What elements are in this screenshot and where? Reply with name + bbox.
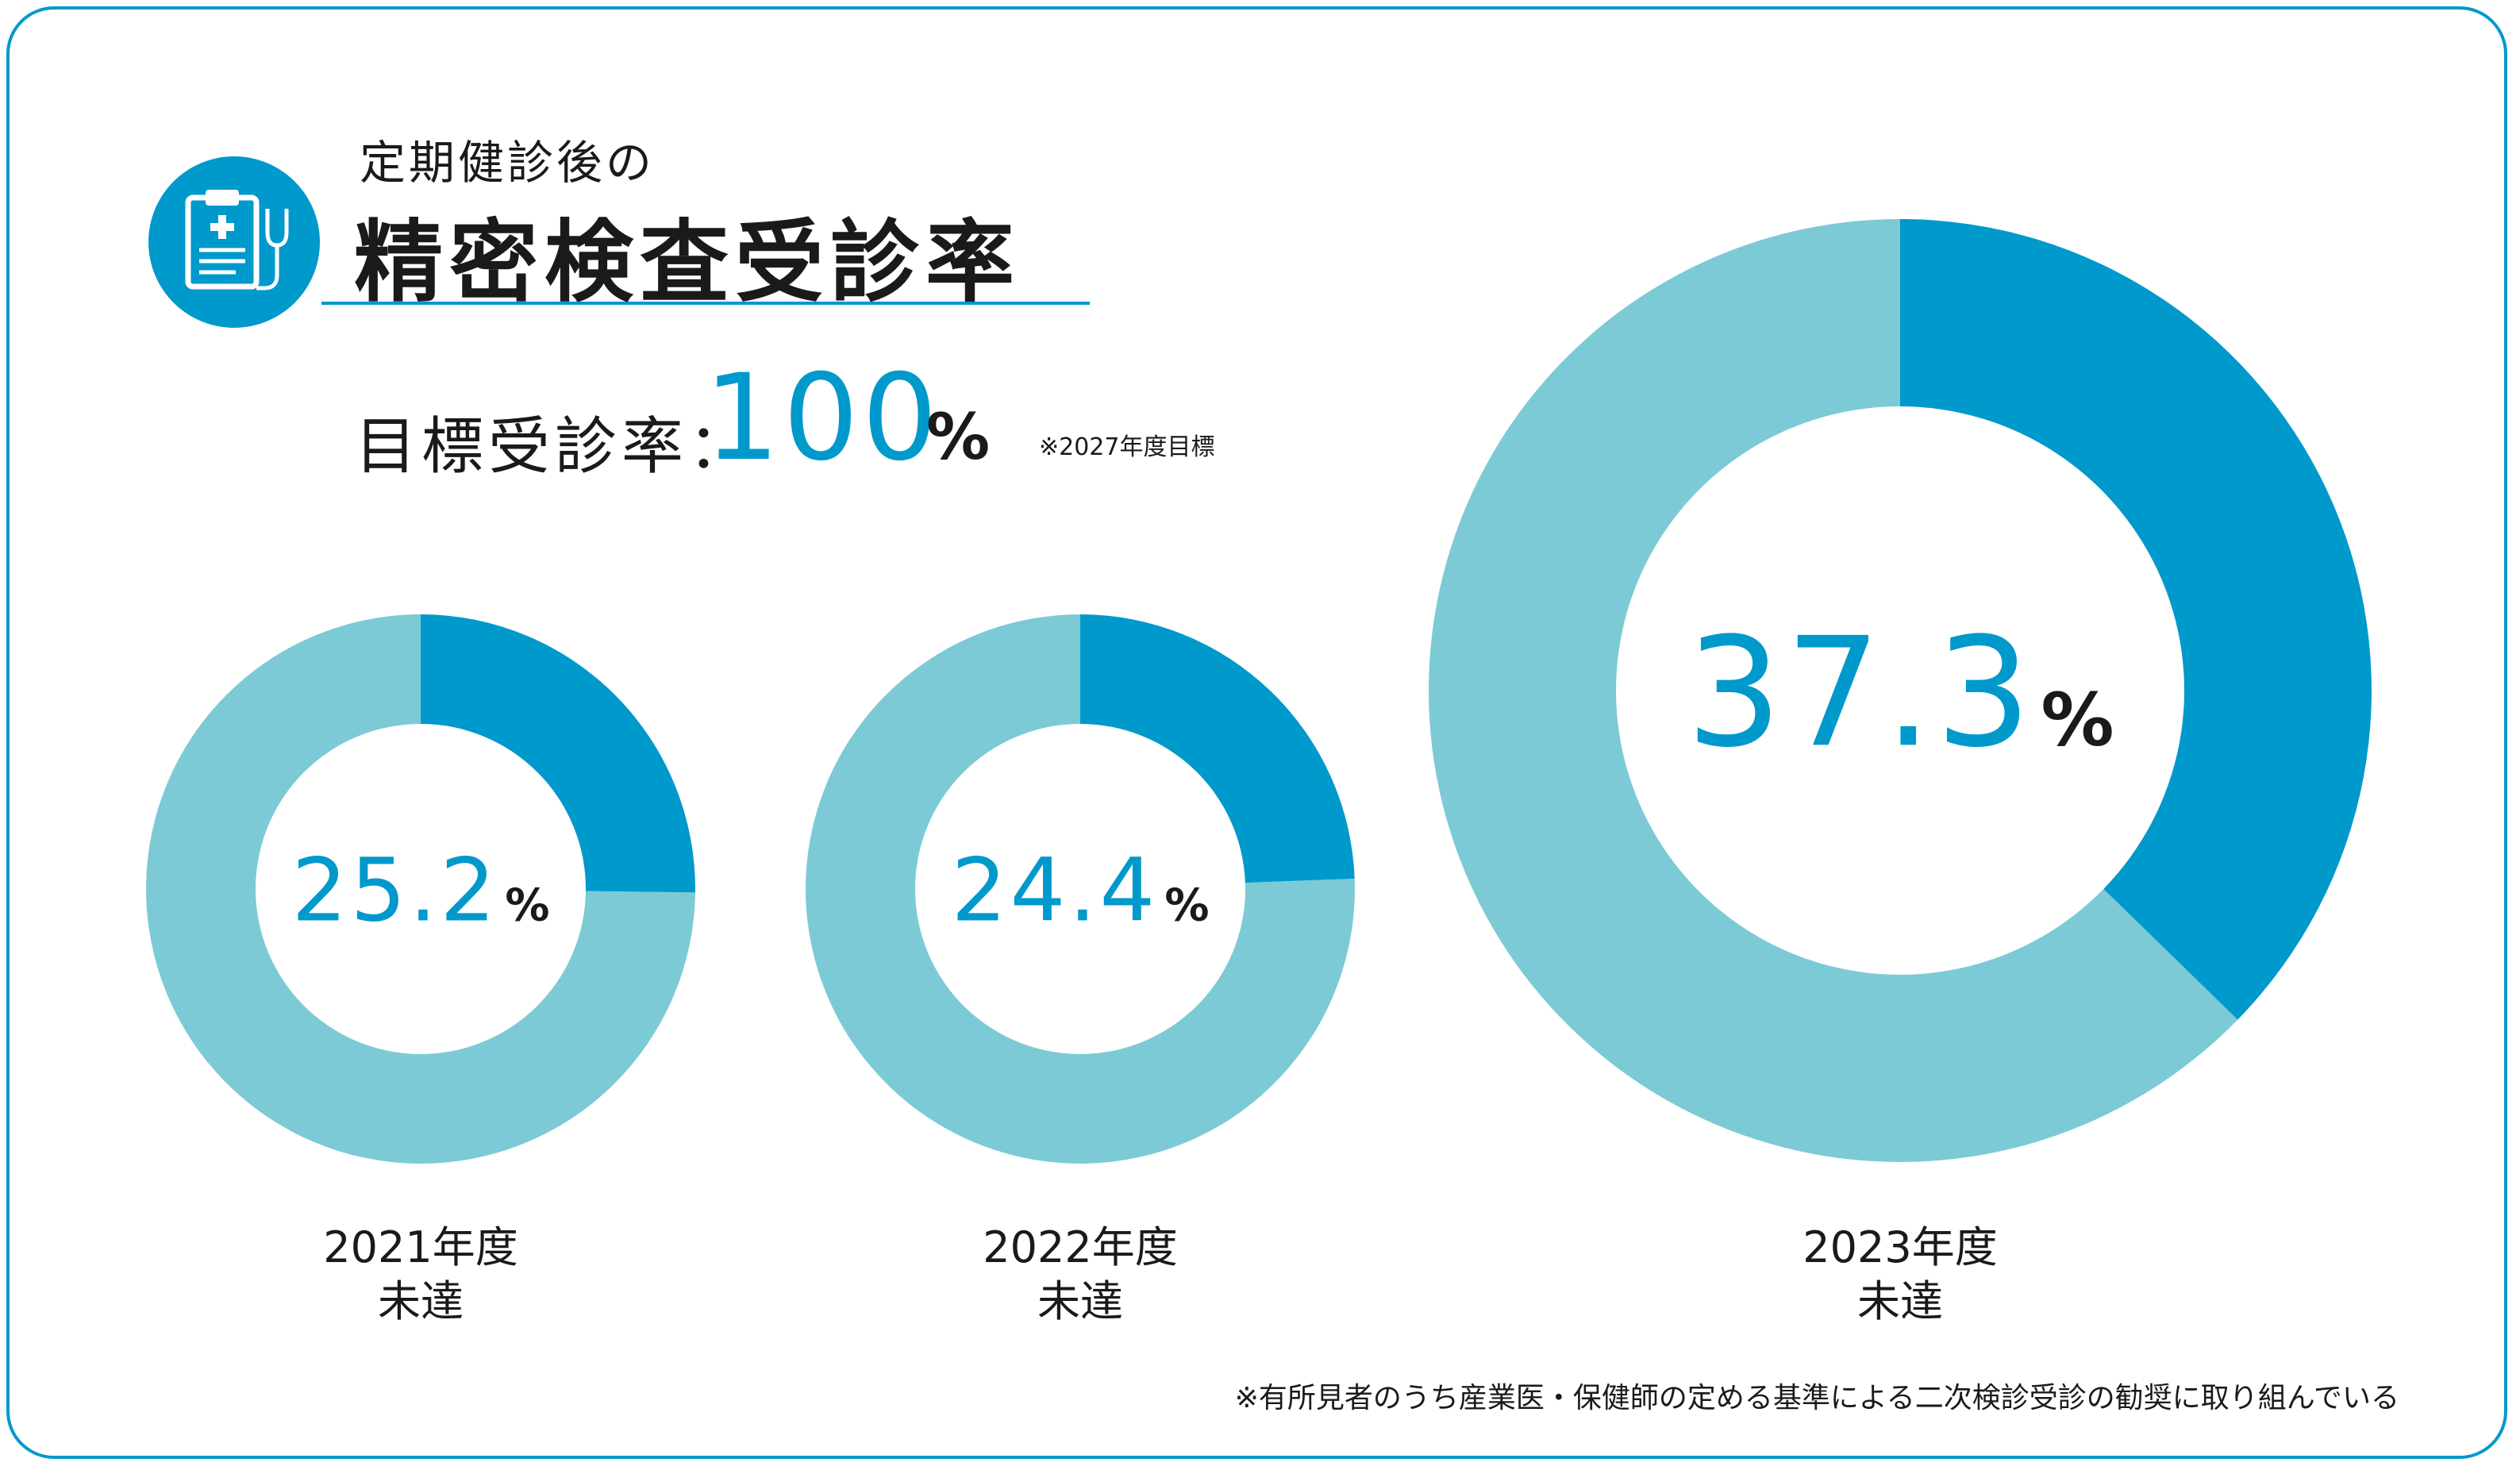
target-note: ※2027年度目標 <box>1039 433 1215 461</box>
chart-year-label-2023: 2023年度 未達 <box>1741 1221 2059 1329</box>
status: 未達 <box>1037 1276 1123 1326</box>
title-underline <box>321 302 1090 305</box>
chart-year-label-2022: 2022年度 未達 <box>921 1221 1239 1329</box>
donut-slice-remainder <box>1429 218 2238 1162</box>
page-subtitle: 定期健診後の <box>360 136 656 190</box>
year: 2023年度 <box>1802 1222 1998 1272</box>
footnote: ※有所見者のうち産業医・保健師の定める基準による二次検診受診の勧奨に取り組んでい… <box>1234 1382 2399 1414</box>
donut-value-number: 37.3 <box>1686 605 2034 780</box>
page-title: 精密検査受診率 <box>354 211 1021 314</box>
chart-year-label-2021: 2021年度 未達 <box>262 1221 579 1329</box>
clipboard-stethoscope-icon <box>148 156 320 328</box>
donut-value-number: 25.2 <box>291 840 498 941</box>
donut-value-unit: % <box>2041 677 2114 762</box>
donut-value-unit: % <box>505 880 549 932</box>
donut-slice-remainder <box>805 614 1355 1164</box>
target-unit: % <box>926 400 991 474</box>
year: 2022年度 <box>983 1222 1178 1272</box>
donut-slice-value <box>1900 219 2372 1020</box>
donut-value-label: 25.2% <box>291 840 549 941</box>
donut-value-unit: % <box>1164 880 1209 932</box>
status: 未達 <box>1857 1276 1943 1326</box>
year: 2021年度 <box>323 1222 518 1272</box>
donut-slice-remainder <box>145 614 695 1164</box>
donut-value-label: 37.3% <box>1686 605 2114 780</box>
card-frame <box>6 6 2507 1459</box>
target-value: 100 <box>704 349 941 487</box>
status: 未達 <box>378 1276 464 1326</box>
donut-value-label: 24.4% <box>951 840 1209 941</box>
donut-slice-value <box>421 614 695 893</box>
donut-value-number: 24.4 <box>951 840 1158 941</box>
target-label: 目標受診率： <box>355 411 756 483</box>
donut-slice-value <box>1080 614 1355 883</box>
